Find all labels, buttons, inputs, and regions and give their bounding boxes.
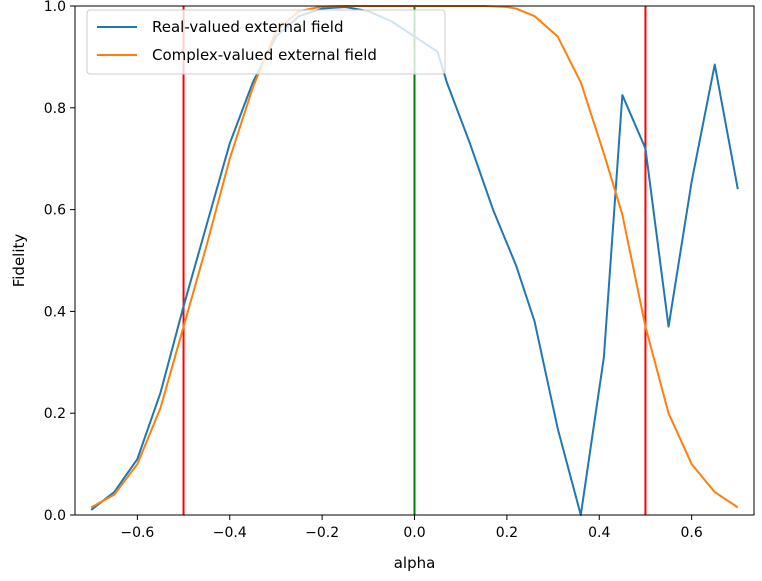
y-tick-label: 0.0 (44, 508, 66, 524)
y-tick-label: 1.0 (44, 0, 66, 15)
legend-label-1: Complex-valued external field (152, 46, 377, 64)
vertical-reference-lines (182, 6, 647, 515)
y-tick-label: 0.4 (44, 304, 66, 320)
x-tick-label: 0.2 (496, 525, 518, 541)
x-tick-label: −0.2 (305, 525, 339, 541)
x-axis-ticks: −0.6 −0.4 −0.2 0.0 0.2 0.4 0.6 (120, 515, 703, 541)
x-tick-label: 0.4 (588, 525, 610, 541)
legend-box (86, 9, 446, 75)
legend-label-0: Real-valued external field (152, 18, 343, 36)
y-tick-label: 0.8 (44, 101, 66, 117)
y-axis-label: Fidelity (10, 234, 28, 288)
y-axis-ticks: 0.0 0.2 0.4 0.6 0.8 1.0 (44, 0, 75, 524)
x-tick-label: 0.6 (681, 525, 703, 541)
x-tick-label: −0.6 (120, 525, 154, 541)
x-tick-label: 0.0 (403, 525, 425, 541)
legend: Real-valued external field Complex-valued… (86, 9, 446, 75)
x-tick-label: −0.4 (213, 525, 247, 541)
y-tick-label: 0.6 (44, 203, 66, 219)
x-axis-label: alpha (394, 554, 436, 572)
y-tick-label: 0.2 (44, 406, 66, 422)
